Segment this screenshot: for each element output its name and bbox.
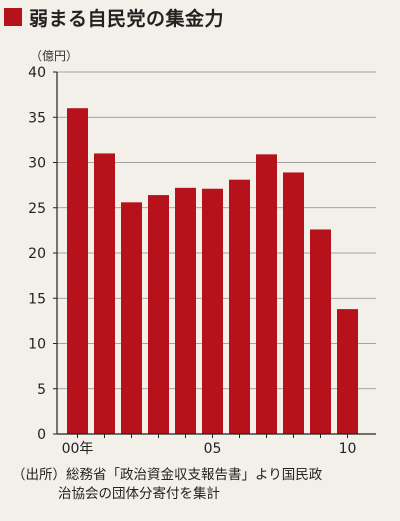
bars: [67, 108, 358, 435]
source-note: （出所）総務省「政治資金収支報告書」より国民政 治協会の団体分寄付を集計: [12, 466, 322, 504]
y-tick-label-35: 35: [28, 110, 46, 126]
y-axis-unit-label: （億円）: [30, 49, 79, 63]
y-tick-label-20: 20: [28, 246, 46, 262]
bar-04: [175, 187, 196, 434]
y-tick-label-30: 30: [28, 156, 46, 172]
bar-07: [256, 154, 277, 435]
y-tick-labels: 0 5 10 15 20 25 30 35 40: [28, 65, 46, 443]
y-tick-label-5: 5: [37, 382, 46, 398]
bar-01: [94, 153, 115, 434]
bar-09: [310, 229, 331, 434]
source-note-line-2: 治協会の団体分寄付を集計: [58, 486, 220, 502]
bar-08: [283, 172, 304, 434]
bar-06: [229, 179, 250, 434]
y-tick-label-0: 0: [37, 427, 46, 443]
x-tick-label-05: 05: [204, 441, 222, 457]
x-tick-labels: 00年 05 10: [62, 441, 357, 457]
y-tick-label-25: 25: [28, 201, 46, 217]
bar-10: [337, 309, 358, 434]
y-tick-label-15: 15: [28, 291, 46, 307]
chart-title-bar: 弱まる自民党の集金力: [4, 4, 224, 30]
chart-title: 弱まる自民党の集金力: [29, 7, 225, 30]
bar-05: [202, 188, 223, 434]
source-note-line-1: （出所）総務省「政治資金収支報告書」より国民政: [12, 467, 323, 483]
x-tick-label-10: 10: [339, 441, 357, 457]
bar-02: [121, 202, 142, 434]
bar-00年: [67, 108, 88, 434]
axes: [53, 71, 376, 438]
x-tick-label-00年: 00年: [62, 441, 94, 457]
title-marker-square: [4, 8, 22, 26]
bar-03: [148, 195, 169, 434]
y-tick-label-10: 10: [28, 337, 46, 353]
y-tick-label-40: 40: [28, 65, 46, 81]
